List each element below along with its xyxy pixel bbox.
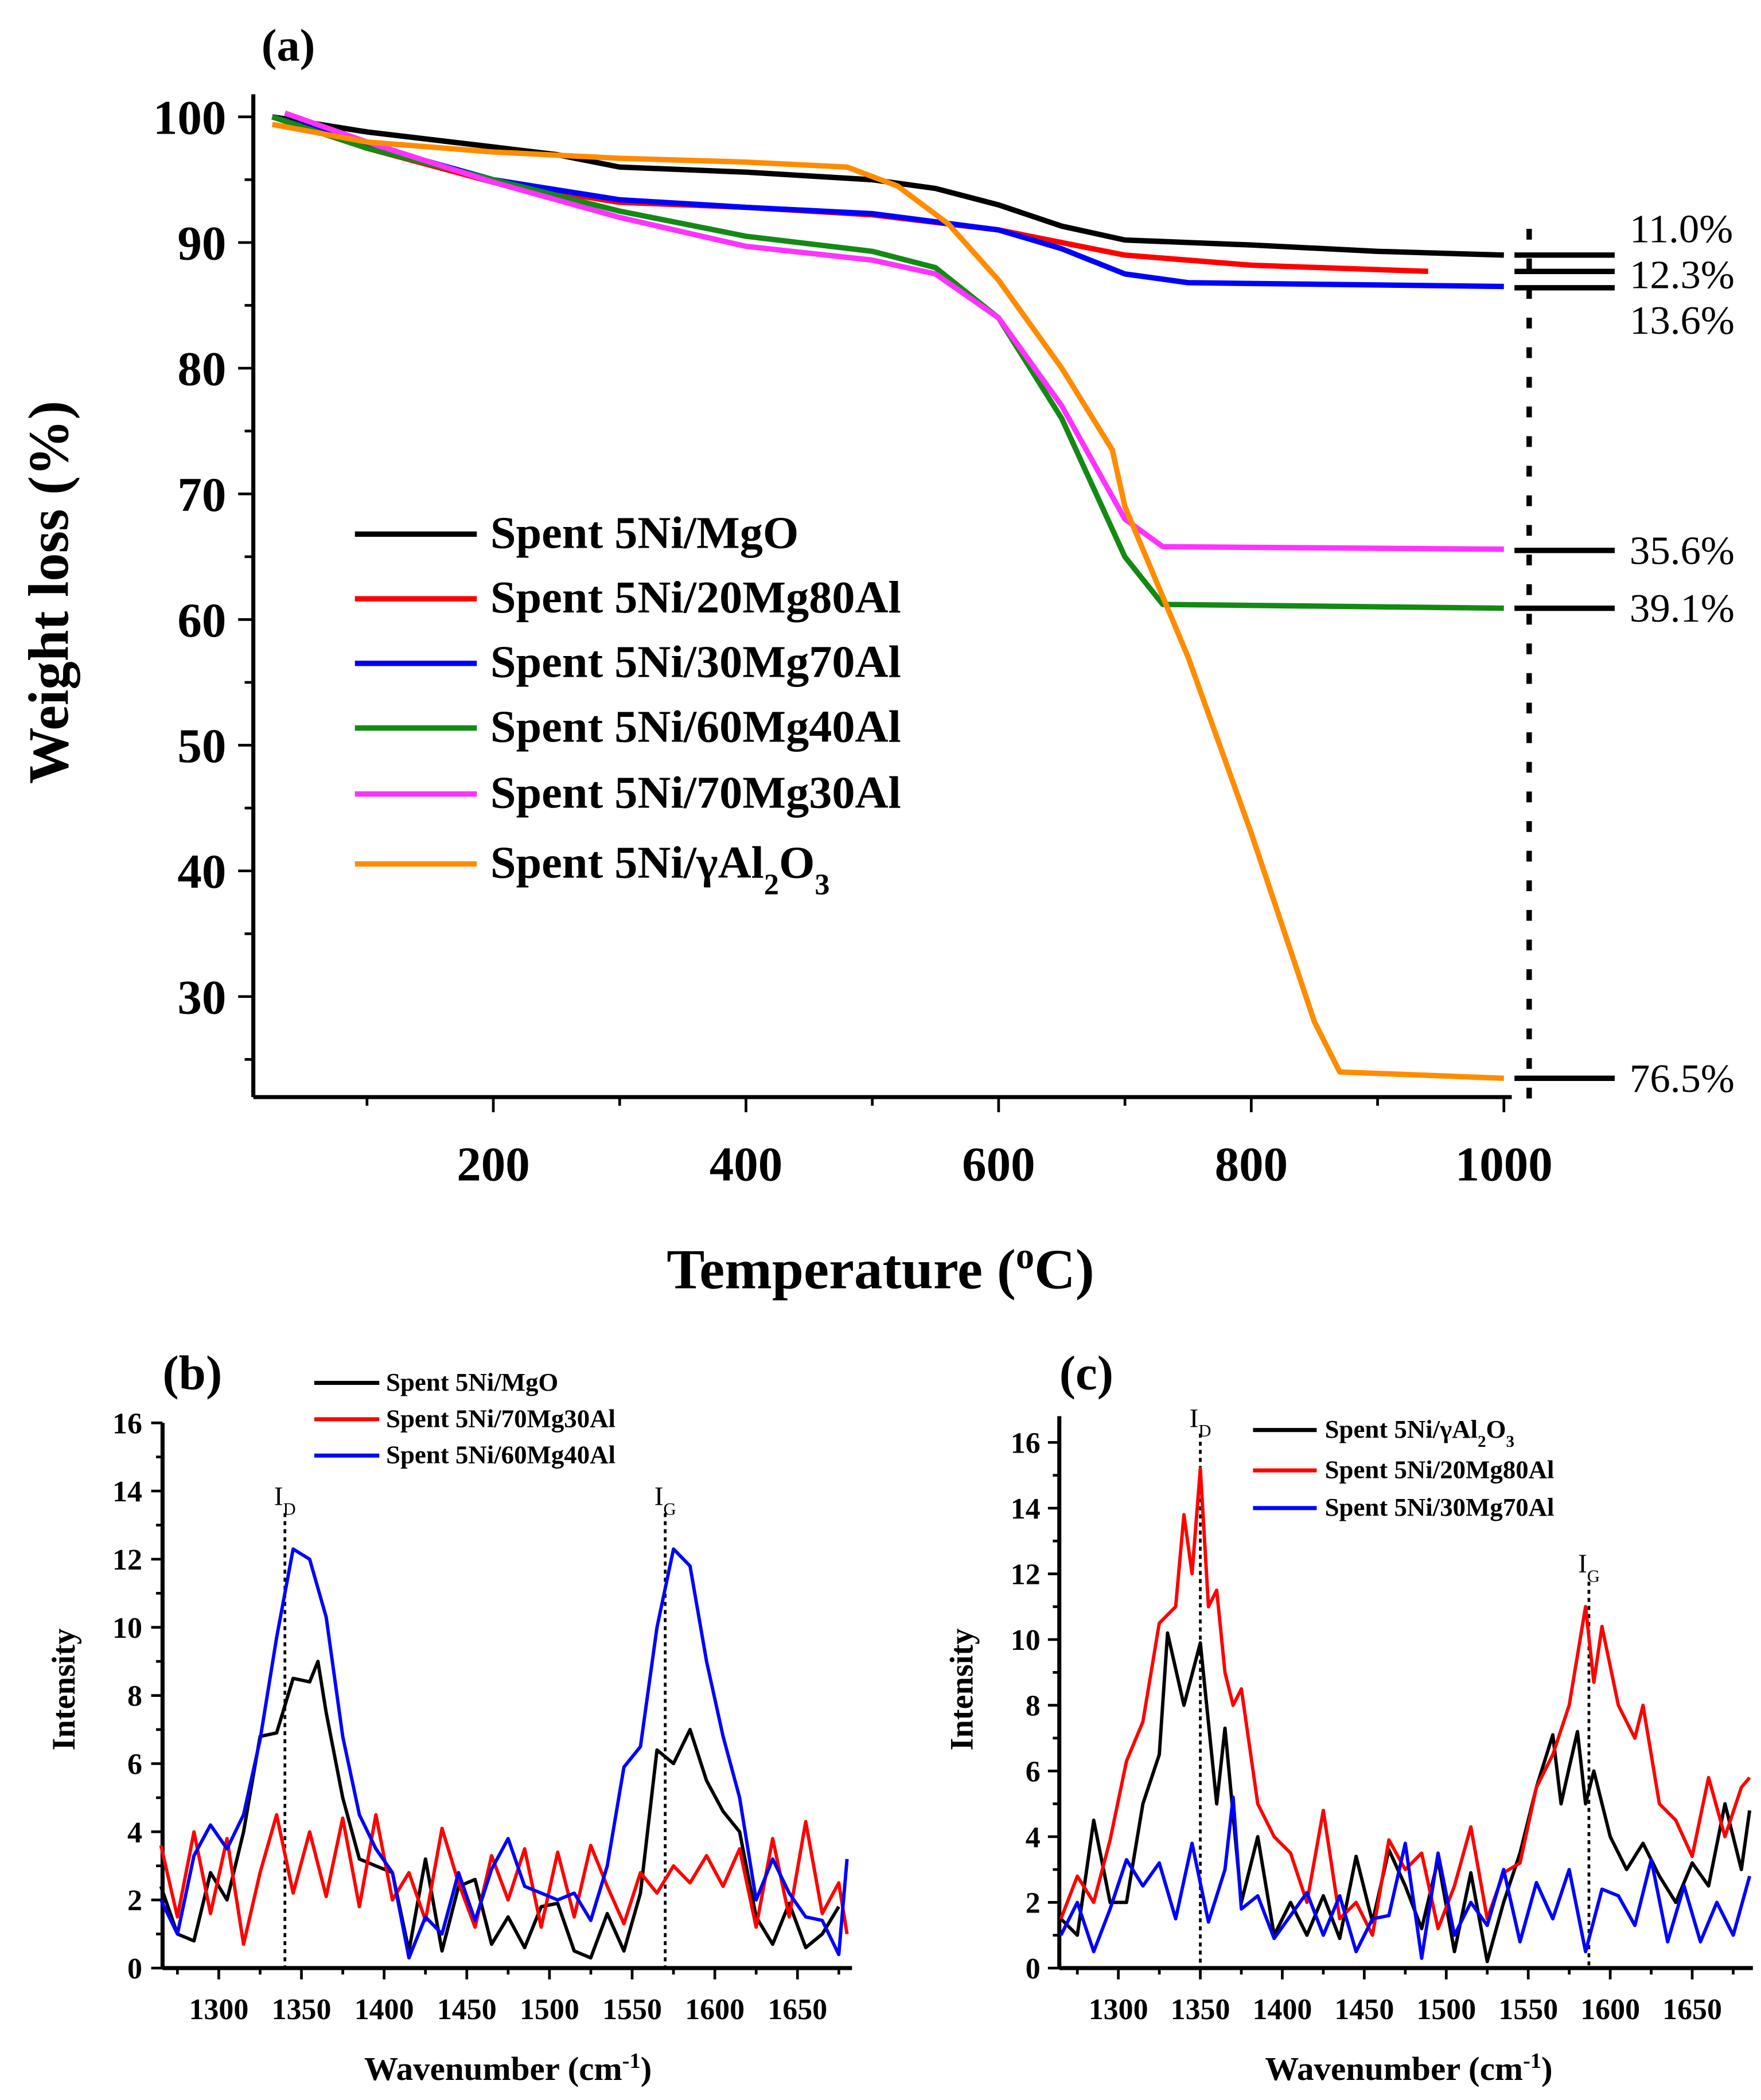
y-tick-label: 4 [1026, 1821, 1041, 1854]
y-tick-label: 14 [112, 1476, 142, 1508]
y-tick-label: 6 [127, 1748, 142, 1781]
x-axis-label: Wavenumber (cm-1) [364, 2049, 652, 2087]
series-line-2 [1059, 1795, 1752, 1960]
y-tick-label: 0 [127, 1953, 142, 1985]
legend-label: Spent 5Ni/60Mg40Al [386, 1441, 615, 1469]
y-tick-label: 2 [127, 1884, 142, 1917]
y-tick-label: 0 [1026, 1953, 1041, 1985]
x-tick-label: 800 [1215, 1138, 1288, 1192]
series-line-0 [271, 114, 1504, 258]
y-tick-label: 40 [177, 845, 226, 899]
weight-loss-label: 12.3% [1630, 253, 1735, 298]
x-tick-label: 1450 [1334, 1993, 1394, 2026]
chart-panel-a: 30 40 50 60 70 80 90 100 200 400 600 800 1000 Weight … [18, 21, 1735, 1301]
y-tick-label: 70 [177, 468, 226, 522]
y-tick-label: 8 [127, 1680, 142, 1713]
legend-label: Spent 5Ni/60Mg40Al [490, 702, 901, 752]
y-tick-label: 50 [177, 719, 226, 773]
chart-panel-c: 0 2 4 6 8 10 12 14 16 1300 1350 1400 1450 1500 1550 160… [944, 1346, 1753, 2087]
panel-label: (b) [162, 1346, 222, 1400]
legend-label: Spent 5Ni/γAl2O3 [490, 838, 830, 901]
x-tick-label: 1500 [520, 1993, 579, 2026]
y-tick-label: 2 [1026, 1887, 1041, 1920]
x-tick-label: 1550 [1498, 1993, 1558, 2026]
weight-loss-label: 39.1% [1630, 586, 1735, 631]
x-tick-label: 1650 [767, 1993, 827, 2026]
y-axis-label: Intensity [46, 1629, 82, 1751]
peak-marker-label: ID [274, 1482, 296, 1519]
series-line-0 [1059, 1631, 1752, 1964]
y-tick-label: 14 [1011, 1493, 1041, 1525]
x-tick-label: 400 [710, 1138, 783, 1192]
y-tick-label: 8 [1026, 1690, 1041, 1723]
x-tick-label: 1450 [437, 1993, 497, 2026]
y-axis-label: Intensity [944, 1629, 980, 1751]
weight-loss-label: 13.6% [1630, 298, 1735, 343]
weight-loss-label: 11.0% [1630, 207, 1733, 252]
series-line-0 [159, 1660, 840, 1960]
x-tick-label: 1300 [189, 1993, 248, 2026]
weight-loss-label: 35.6% [1630, 529, 1735, 573]
chart-panel-b: 0 2 4 6 8 10 12 14 16 1300 1350 1400 1450 1500 1550 160… [46, 1346, 852, 2087]
x-tick-label: 1000 [1455, 1138, 1553, 1192]
x-tick-label: 1650 [1662, 1993, 1722, 2026]
y-tick-label: 30 [177, 971, 226, 1025]
series-line-1 [1059, 1467, 1751, 1937]
y-tick-label: 60 [177, 594, 226, 647]
legend-label: Spent 5Ni/MgO [386, 1368, 558, 1396]
y-tick-label: 90 [177, 217, 226, 271]
series-line-5 [271, 122, 1504, 1081]
series-line-1 [159, 1813, 849, 1946]
legend-label: Spent 5Ni/70Mg30Al [490, 768, 901, 818]
legend-label: Spent 5Ni/70Mg30Al [386, 1404, 615, 1432]
y-tick-label: 4 [127, 1816, 142, 1849]
y-axis-label: Weight loss (%) [18, 401, 80, 784]
legend-label: Spent 5Ni/20Mg80Al [1325, 1455, 1554, 1484]
peak-marker-label: IG [654, 1482, 676, 1519]
y-tick-label: 80 [177, 342, 226, 396]
x-tick-label: 1550 [602, 1993, 662, 2026]
x-tick-label: 1400 [354, 1993, 414, 2026]
peak-marker-label: IG [1578, 1549, 1600, 1586]
peak-marker-label: ID [1190, 1403, 1211, 1441]
y-tick-label: 10 [112, 1612, 142, 1645]
panel-label: (c) [1059, 1346, 1113, 1400]
x-tick-label: 1400 [1253, 1993, 1312, 2026]
x-tick-label: 1600 [685, 1993, 745, 2026]
panel-label: (a) [262, 21, 315, 71]
y-tick-label: 100 [153, 91, 227, 145]
x-axis-label: Temperature (oC) [667, 1235, 1094, 1301]
y-tick-label: 12 [112, 1544, 142, 1576]
x-tick-label: 200 [457, 1138, 530, 1192]
weight-loss-label: 76.5% [1630, 1056, 1735, 1101]
x-tick-label: 1500 [1416, 1993, 1476, 2026]
y-tick-label: 6 [1026, 1755, 1041, 1788]
x-tick-label: 1350 [1171, 1993, 1230, 2026]
legend-label: Spent 5Ni/20Mg80Al [490, 572, 901, 623]
y-tick-label: 12 [1011, 1559, 1041, 1591]
legend-label: Spent 5Ni/30Mg70Al [490, 637, 901, 688]
legend-label: Spent 5Ni/γAl2O3 [1325, 1415, 1515, 1451]
y-tick-label: 16 [1011, 1427, 1041, 1460]
series-line-2 [159, 1547, 849, 1960]
x-tick-label: 600 [962, 1138, 1035, 1192]
x-tick-label: 1350 [272, 1993, 332, 2026]
x-tick-label: 1600 [1580, 1993, 1640, 2026]
legend-label: Spent 5Ni/MgO [490, 508, 799, 559]
series-line-4 [284, 110, 1504, 552]
y-tick-label: 16 [112, 1407, 142, 1440]
legend-label: Spent 5Ni/30Mg70Al [1325, 1493, 1554, 1521]
x-tick-label: 1300 [1089, 1993, 1148, 2026]
y-tick-label: 10 [1011, 1624, 1041, 1657]
x-axis-label: Wavenumber (cm-1) [1265, 2049, 1552, 2087]
